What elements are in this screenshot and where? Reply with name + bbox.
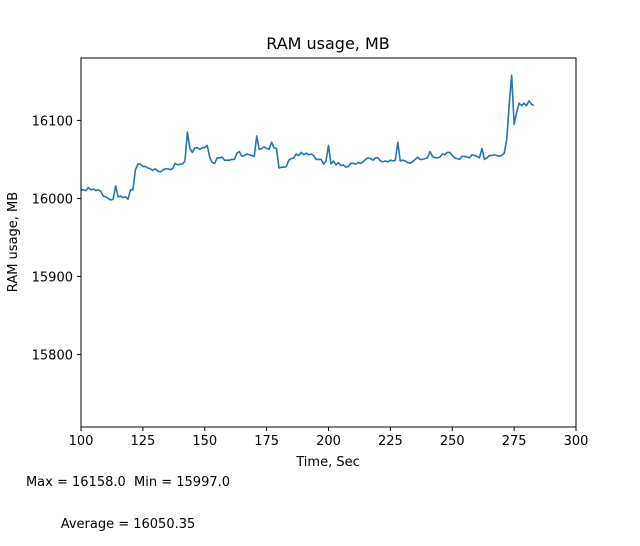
- x-tick-label: 125: [130, 434, 155, 449]
- series-line: [81, 74, 535, 201]
- stats-text: Max = 16158.0 Min = 15997.0 Average = 16…: [18, 448, 238, 546]
- y-tick-label: 16000: [32, 192, 73, 207]
- plot-area: [81, 74, 535, 201]
- ram-usage-chart: RAM usage, MB 100 125 150 175 200 225 250 275 30…: [6, 34, 589, 470]
- x-axis: 100 125 150 175 200 225 250 275 300: [69, 427, 589, 449]
- x-tick-label: 225: [378, 434, 403, 449]
- y-tick-label: 15900: [32, 270, 73, 285]
- plot-frame: [80, 57, 577, 428]
- x-tick-label: 275: [502, 434, 527, 449]
- y-axis: 15800 15900 16000 16100: [32, 114, 81, 363]
- stats-average: Average = 16050.35: [60, 517, 196, 532]
- stats-max-min: Max = 16158.0 Min = 15997.0: [25, 475, 231, 490]
- chart-title: RAM usage, MB: [266, 34, 390, 53]
- x-tick-label: 250: [440, 434, 465, 449]
- x-axis-title: Time, Sec: [295, 455, 359, 470]
- x-tick-label: 200: [316, 434, 341, 449]
- x-tick-label: 100: [69, 434, 94, 449]
- y-tick-label: 16100: [32, 114, 73, 129]
- y-tick-label: 15800: [32, 348, 73, 363]
- y-axis-title: RAM usage, MB: [6, 192, 21, 292]
- x-tick-label: 175: [254, 434, 279, 449]
- x-tick-label: 300: [564, 434, 589, 449]
- x-tick-label: 150: [192, 434, 217, 449]
